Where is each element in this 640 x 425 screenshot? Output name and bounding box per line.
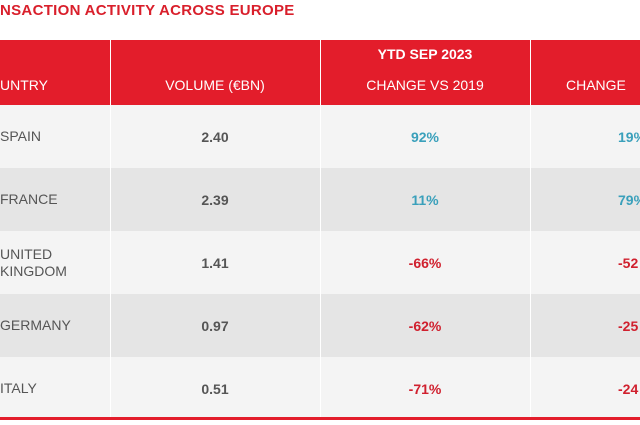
value-cell: -66% [408,254,442,271]
value-cell: -24 [618,380,639,397]
column-divider [320,40,321,418]
value-cell: 0.97 [201,317,229,334]
value-cell: 0.51 [201,380,229,397]
column-divider [110,40,111,418]
value-cell: 92% [410,128,440,145]
column-header: CHANGE VS 2019 [366,77,484,93]
value-cell: 2.39 [201,191,229,208]
title: NSACTION ACTIVITY ACROSS EUROPE [0,2,295,19]
country-cell: FRANCE [0,191,58,207]
country-cell: SPAIN [0,128,41,144]
value-cell: 11% [411,191,439,208]
value-cell: -25 [618,317,639,334]
value-cell: -71% [408,380,442,397]
value-cell: -52 [618,254,639,271]
column-header: UNTRY [0,77,48,93]
country-cell: GERMANY [0,317,71,333]
value-cell: -62% [408,317,442,334]
bottom-rule [0,417,640,420]
value-cell: 2.40 [201,128,229,145]
country-cell: UNITED KINGDOM [0,245,67,279]
column-divider [530,40,531,418]
group-header: YTD SEP 2023 [377,46,473,62]
value-cell: 19% [618,128,640,145]
column-header: VOLUME (€BN) [165,77,265,93]
value-cell: 1.41 [201,254,229,271]
value-cell: 79% [618,191,640,208]
country-cell: ITALY [0,380,37,396]
column-header: CHANGE [566,77,626,93]
